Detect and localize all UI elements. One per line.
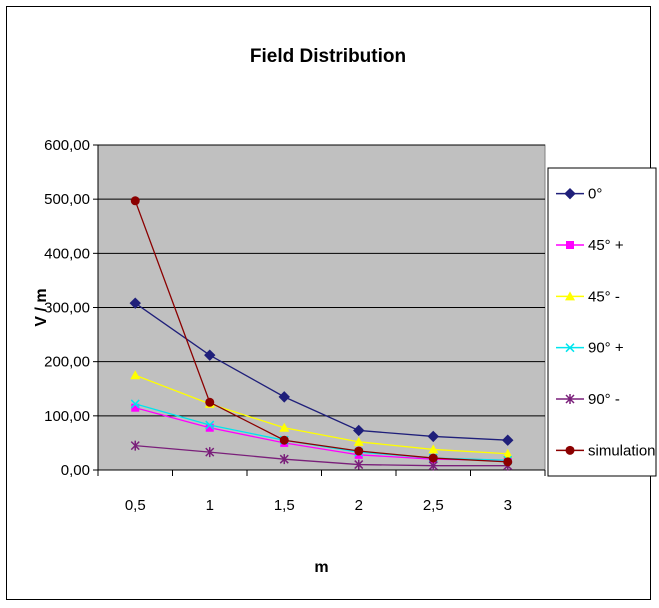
y-axis-label: V / m <box>33 288 50 326</box>
data-point-s2-0 <box>130 370 141 380</box>
x-tick-label: 2,5 <box>423 497 444 514</box>
series-line-5 <box>134 200 508 463</box>
x-tick-label: 0,5 <box>125 497 146 514</box>
legend-marker <box>565 291 575 301</box>
legend-label: 90° + <box>588 340 624 357</box>
data-point-s5-0 <box>130 196 140 206</box>
y-tick-label: 400,00 <box>44 245 90 262</box>
y-tick-label: 0,00 <box>61 462 90 479</box>
legend-label: 45° + <box>588 237 624 254</box>
y-tick-label: 200,00 <box>44 354 90 371</box>
data-point-s4-3 <box>354 459 364 470</box>
legend-label: 45° - <box>588 288 620 305</box>
data-point-s5-1 <box>205 397 215 407</box>
x-axis-label: m <box>314 559 328 576</box>
x-tick-label: 2 <box>355 497 363 514</box>
x-tick-label: 1,5 <box>274 497 295 514</box>
data-point-s0-0 <box>129 297 141 309</box>
legend-label: simulation <box>588 442 656 459</box>
data-point-s2-5 <box>502 448 513 458</box>
legend-marker <box>566 241 574 249</box>
data-point-s1-1 <box>205 423 214 432</box>
data-point-s2-2 <box>279 422 290 432</box>
data-point-s2-4 <box>428 444 439 454</box>
data-point-s3-1 <box>205 420 215 430</box>
series-line-4 <box>135 444 508 467</box>
data-point-s2-3 <box>353 436 364 446</box>
legend-box <box>547 167 657 477</box>
y-tick-label: 500,00 <box>44 191 90 208</box>
legend-marker <box>565 343 575 353</box>
legend-label: 90° - <box>588 391 620 408</box>
x-tick-label: 1 <box>206 497 214 514</box>
legend-label: 0° <box>588 186 602 203</box>
legend-marker <box>565 445 575 455</box>
data-point-s0-2 <box>278 391 290 403</box>
y-tick-label: 100,00 <box>44 408 90 425</box>
data-point-s1-0 <box>131 403 140 412</box>
y-tick-label: 300,00 <box>44 300 90 317</box>
data-point-s5-3 <box>354 446 364 456</box>
legend-marker <box>564 187 576 200</box>
data-point-s3-0 <box>130 399 140 409</box>
series-line-2 <box>135 374 508 455</box>
data-point-s4-0 <box>130 440 140 451</box>
data-point-s5-4 <box>428 453 438 463</box>
data-point-s0-5 <box>502 434 514 446</box>
y-tick-label: 600,00 <box>44 137 90 154</box>
data-point-s0-1 <box>204 349 216 361</box>
data-point-s0-3 <box>353 424 365 437</box>
data-point-s0-4 <box>427 430 439 443</box>
legend-marker <box>565 394 575 404</box>
x-tick-label: 3 <box>504 497 512 514</box>
chart-title: Field Distribution <box>250 46 406 67</box>
series-line-0 <box>134 302 508 441</box>
data-point-s5-5 <box>503 457 513 467</box>
data-point-s4-2 <box>279 454 289 465</box>
data-point-s4-1 <box>205 447 215 458</box>
data-point-s5-2 <box>279 435 289 445</box>
